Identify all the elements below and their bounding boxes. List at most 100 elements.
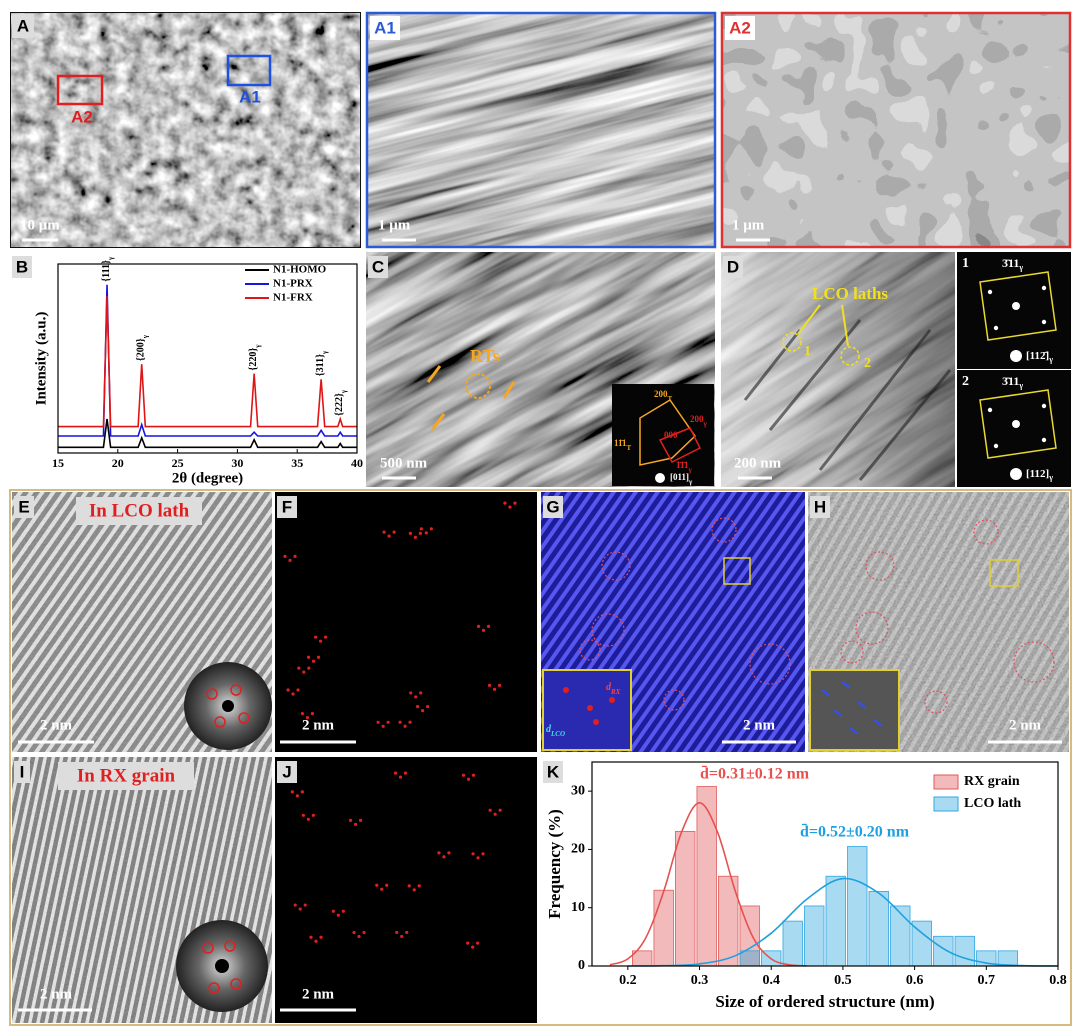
fit-curve [627,877,1059,967]
diffraction-spot [987,289,993,295]
atom-dot [405,930,409,935]
histogram-bar [739,950,760,967]
peak-label-text: {200} [136,338,147,361]
atom-dot [311,659,316,663]
arrow [797,304,849,347]
atom-dot [313,635,318,639]
atom-dot [341,909,345,913]
label-bg [725,16,755,40]
diffraction-spot [1041,285,1047,291]
diffraction-inset [957,370,1071,487]
x-tick-label: 0.6 [906,973,924,988]
atom-dot [331,909,335,913]
atom-dot [387,534,391,538]
atom-dot [476,941,480,945]
histogram-bar [782,920,803,967]
zone-index: [112̄] [1026,350,1049,362]
spot-index: 1̄1̄1 [676,460,689,470]
region-circle [973,519,999,545]
fft-spot [214,716,226,728]
diffraction-inset [612,384,714,486]
label-bg [14,496,34,518]
atom-dot [352,930,356,935]
x-tick-label: 0.8 [1049,973,1067,988]
atom-dot [395,930,399,935]
atom-dot [323,635,328,639]
spot-label: 3̄11γ [1002,374,1023,391]
atom-dot [487,683,492,687]
spot-index: [011] [670,472,689,482]
diffraction-insets: 1 3̄11γ[112̄]γ2 3̄11γ[112]γ [957,252,1071,487]
atom-dot [376,720,380,724]
fft-spot [238,712,250,724]
scale-bar-label: 500 nm [380,455,428,471]
atom-dot [319,935,323,939]
panel-label: K [547,762,560,781]
atom-dot [481,628,486,632]
label-bg [810,496,830,518]
atom-dot [471,852,475,856]
histogram-bar [997,950,1018,967]
atom-dot [426,705,430,709]
histogram-bar [933,935,954,967]
filtered-image [275,757,537,1023]
peak-label-sub: γ [254,344,262,349]
fft-spots [206,684,250,728]
diffraction-spot [993,443,999,449]
legend-swatch [933,796,959,812]
plot-frame [591,761,1059,967]
legend-label: N1-FRX [273,292,313,304]
atom-dot [362,930,366,935]
atom-dot [358,818,363,822]
atom-dot [301,813,305,817]
spot-sub: T [627,444,632,452]
diffraction-spot [1041,319,1047,325]
label-bg [543,496,563,518]
fft-spot [208,982,220,994]
zone-axis: [112]γ [1026,468,1053,483]
tem-image [366,252,715,487]
fft-spot [230,978,242,990]
inset-label: dLCO [546,724,565,737]
lattice-outline [639,398,696,466]
region-box [56,74,104,106]
label-bg [368,256,388,278]
spot-sub: γ [688,466,693,474]
label-bg [14,761,30,783]
panel-label: A1 [374,18,396,37]
atom-dot [295,794,299,798]
histogram-bar [804,905,825,967]
fft-spot [224,940,236,952]
histogram-bar [868,890,889,967]
region-circle [663,689,685,711]
atom-dot [382,530,386,534]
atom-dot [447,851,451,855]
x-tick-label: 25 [172,456,184,470]
diffraction-spot [1041,403,1047,409]
atom-dot [353,822,358,826]
atom-dot [498,808,502,812]
label-bg [277,761,297,783]
atom-dot [386,720,390,724]
diffraction-spot [993,325,999,331]
inset-sub: RX [610,688,621,696]
label-bg [12,256,32,278]
panel-frame [9,489,1072,1026]
inset-symbol: d [546,724,552,735]
y-tick-label: 30 [571,783,585,798]
region-circle [924,690,948,714]
spot-label: 3̄11γ [1002,256,1023,273]
atom-dot [419,691,423,695]
region-circle [1013,641,1055,683]
atom-dot [481,852,485,856]
atom-dot [408,720,412,724]
fft-spot [202,942,214,954]
peak-label: {311}γ [315,350,328,376]
atom-dot [306,817,310,821]
atom-dot [302,670,306,674]
scale-bar-label: 1 μm [378,217,411,233]
transmitted-spot [1012,420,1020,428]
arrow [821,681,883,735]
spot-label: 200γ [690,414,708,428]
peak-label: {220}γ [248,344,261,371]
